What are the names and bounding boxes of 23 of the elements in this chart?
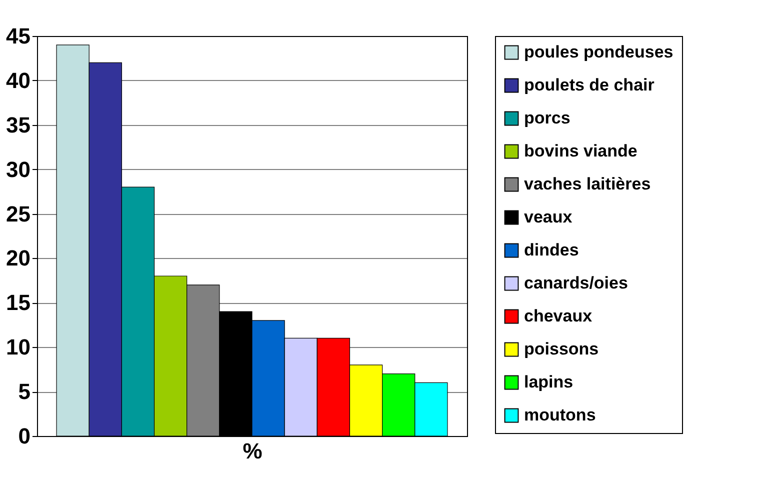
legend-label: poissons: [524, 340, 599, 358]
y-tick-label: 5: [18, 379, 30, 404]
y-tick-label: 25: [6, 201, 30, 226]
y-tick-label: 20: [6, 246, 30, 271]
y-tick-label: 35: [6, 112, 30, 138]
legend-label: poules pondeuses: [524, 42, 674, 62]
legend-label: moutons: [524, 406, 596, 424]
y-tick-label: 15: [6, 290, 30, 316]
legend-label: lapins: [524, 372, 574, 392]
y-tick-label: 30: [6, 156, 30, 182]
y-tick-label: 0: [18, 424, 30, 448]
legend-label: canards/oies: [524, 274, 628, 292]
y-tick-label: 40: [6, 68, 30, 93]
legend-label: vaches laitières: [524, 174, 651, 194]
legend-label: porcs: [524, 108, 570, 128]
y-tick-label: 45: [6, 24, 30, 48]
legend-label: bovins viande: [524, 142, 638, 160]
y-tick-label: 10: [6, 334, 30, 360]
legend-label: veaux: [524, 208, 573, 226]
legend-label: dindes: [524, 240, 579, 260]
legend-label: chevaux: [524, 306, 593, 326]
legend-label: poulets de chair: [524, 76, 655, 94]
x-axis-title: %: [242, 438, 262, 464]
